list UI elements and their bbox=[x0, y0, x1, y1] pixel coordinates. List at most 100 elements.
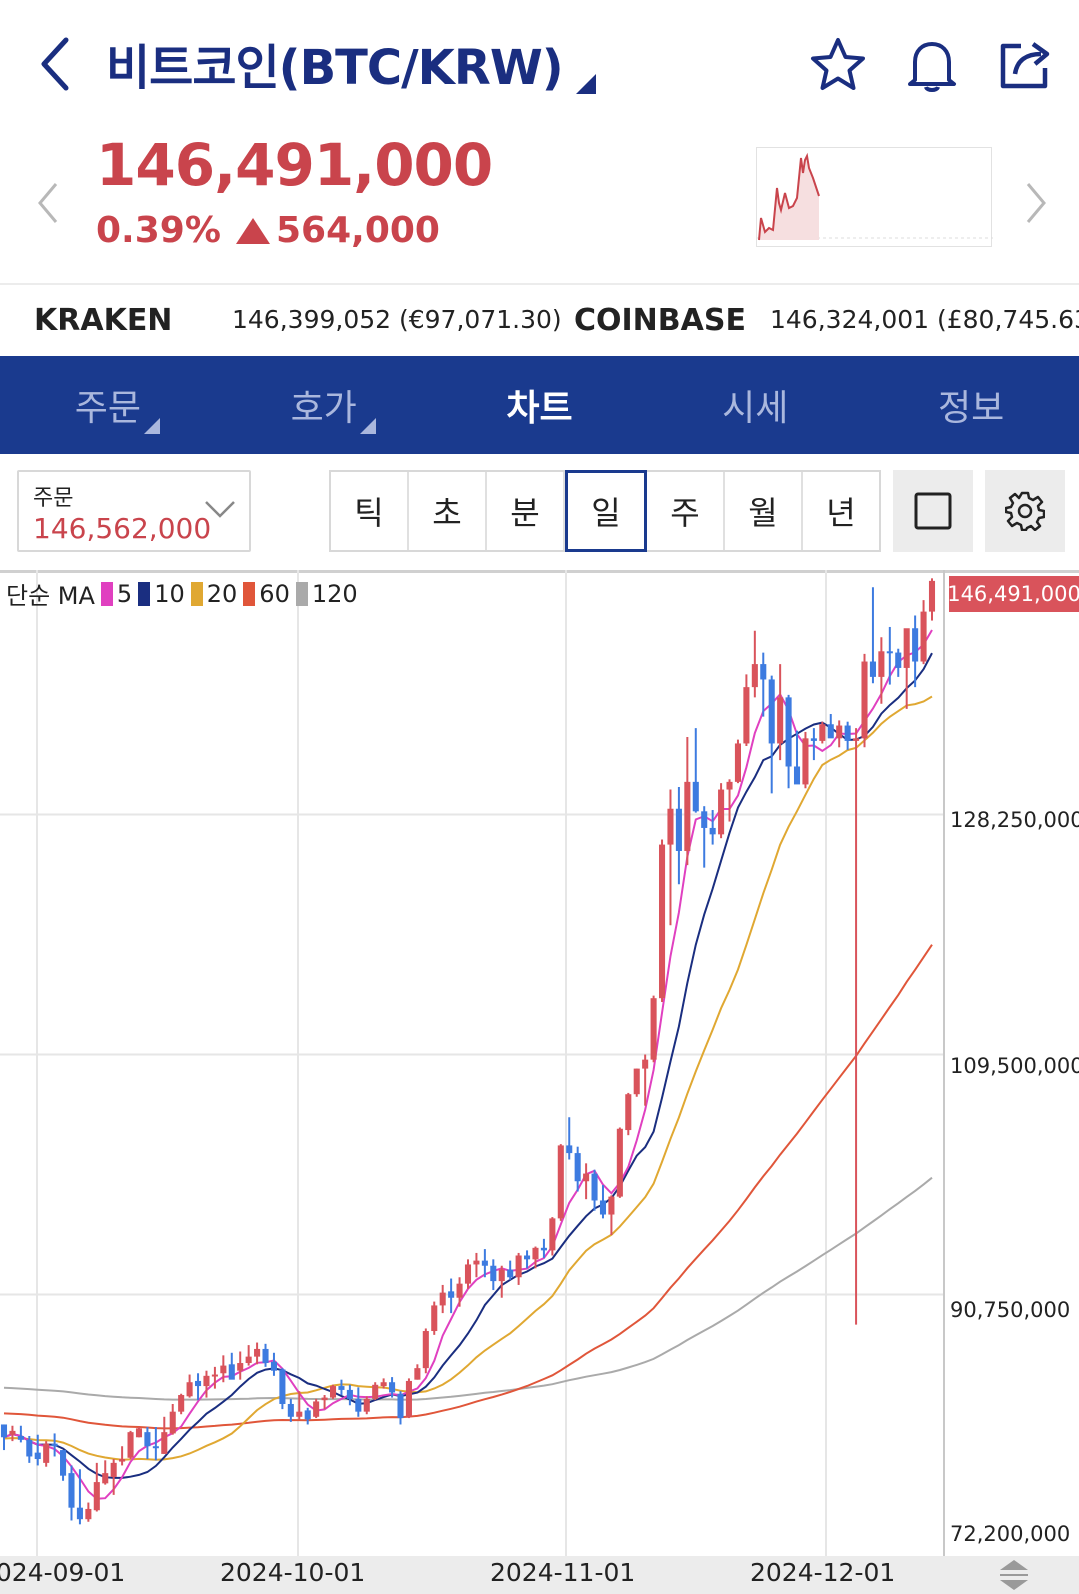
candle-body bbox=[464, 1264, 472, 1284]
candle-body bbox=[675, 808, 682, 851]
y-tick-label: 128,250,000 bbox=[950, 808, 1079, 832]
ma-period: 60 bbox=[259, 579, 290, 608]
candlestick-chart[interactable] bbox=[0, 570, 1079, 1594]
candle-body bbox=[85, 1508, 92, 1520]
candle-body bbox=[287, 1403, 294, 1417]
candle-body bbox=[60, 1450, 67, 1476]
period-selector: 틱 초 분 일 주 월 년 bbox=[329, 470, 881, 552]
candle-body bbox=[194, 1380, 202, 1387]
tab-chart[interactable]: 차트 bbox=[432, 356, 648, 454]
ma-legend-prefix: 단순 MA bbox=[6, 582, 95, 610]
y-tick-label: 109,500,000 bbox=[950, 1054, 1079, 1078]
candle-body bbox=[102, 1473, 109, 1484]
candle-body bbox=[363, 1398, 370, 1412]
period-month[interactable]: 월 bbox=[725, 472, 803, 550]
ma-period: 20 bbox=[206, 579, 238, 608]
x-tick-label: 2024-10-01 bbox=[220, 1558, 366, 1587]
candle-body bbox=[135, 1428, 143, 1438]
gear-icon bbox=[1005, 491, 1045, 531]
candle-body bbox=[507, 1269, 514, 1278]
candle-body bbox=[895, 652, 902, 668]
candle-body bbox=[296, 1411, 303, 1417]
candle-body bbox=[827, 724, 834, 739]
x-tick-label: 2024-11-01 bbox=[490, 1558, 636, 1587]
candle-body bbox=[237, 1363, 244, 1371]
candle-body bbox=[760, 664, 767, 680]
candle-body bbox=[650, 998, 657, 1060]
chevron-down-icon bbox=[205, 501, 235, 518]
settings-button[interactable] bbox=[985, 470, 1065, 552]
candle-body bbox=[338, 1386, 345, 1390]
period-year[interactable]: 년 bbox=[826, 494, 856, 532]
candle-body bbox=[211, 1374, 218, 1377]
candle-body bbox=[658, 844, 666, 999]
candle-body bbox=[591, 1173, 598, 1201]
title-dropdown-caret[interactable] bbox=[576, 74, 596, 94]
candle-body bbox=[9, 1430, 16, 1435]
candle-body bbox=[220, 1365, 227, 1374]
chart-resize-handle[interactable] bbox=[996, 1558, 1032, 1592]
y-tick-label: 72,200,000 bbox=[950, 1522, 1071, 1546]
candle-body bbox=[524, 1255, 531, 1260]
ma20-swatch bbox=[190, 581, 203, 606]
candle-body bbox=[928, 580, 936, 612]
x-tick-label: 2024-09-01 bbox=[0, 1558, 126, 1587]
favorite-button[interactable] bbox=[806, 33, 870, 97]
candle-body bbox=[329, 1386, 337, 1398]
fullscreen-button[interactable] bbox=[893, 470, 973, 552]
alert-button[interactable] bbox=[900, 33, 964, 97]
candle-body bbox=[599, 1200, 607, 1215]
ma60-line bbox=[3, 944, 933, 1430]
period-tick[interactable]: 틱 bbox=[331, 472, 409, 550]
candle-body bbox=[819, 724, 826, 741]
candle-body bbox=[633, 1068, 640, 1095]
candle-body bbox=[540, 1247, 547, 1251]
up-arrow-icon bbox=[236, 217, 270, 244]
tab-label: 정보 bbox=[937, 388, 1005, 429]
order-price-select[interactable]: 주문 146,562,000 bbox=[17, 470, 251, 552]
next-coin-button[interactable] bbox=[1016, 173, 1056, 233]
last-price-tag: 146,491,000 bbox=[947, 576, 1079, 612]
ma10-line bbox=[3, 652, 933, 1479]
candle-body bbox=[903, 628, 910, 668]
share-button[interactable] bbox=[994, 33, 1058, 97]
current-price: 146,491,000 bbox=[96, 131, 493, 199]
ma5-line bbox=[3, 629, 933, 1500]
back-icon bbox=[41, 37, 69, 91]
exchange-value: 146,399,052 (€97,071.30) bbox=[232, 305, 562, 334]
candle-body bbox=[642, 1059, 649, 1069]
candle-body bbox=[17, 1435, 24, 1440]
candle-body bbox=[127, 1432, 134, 1458]
tab-order[interactable]: 주문 bbox=[0, 356, 216, 454]
ma10-swatch bbox=[138, 581, 151, 606]
period-second[interactable]: 초 bbox=[409, 472, 487, 550]
period-minute[interactable]: 분 bbox=[487, 472, 565, 550]
candle-body bbox=[532, 1247, 539, 1260]
price-summary: 146,491,000 0.39% 564,000 bbox=[0, 125, 1079, 283]
candle-body bbox=[76, 1507, 83, 1520]
candle-body bbox=[380, 1382, 387, 1387]
candle-body bbox=[608, 1196, 615, 1215]
candle-body bbox=[405, 1380, 412, 1417]
back-button[interactable] bbox=[30, 32, 80, 96]
prev-coin-button[interactable] bbox=[28, 173, 68, 233]
change-percent: 0.39% bbox=[96, 210, 221, 251]
candle-body bbox=[625, 1094, 632, 1131]
ma-period: 5 bbox=[116, 579, 133, 608]
period-week[interactable]: 주 bbox=[647, 472, 725, 550]
candle-body bbox=[355, 1398, 362, 1412]
ma-legend: 단순 MA 5 10 20 60 120 bbox=[6, 576, 358, 611]
mini-sparkline[interactable] bbox=[756, 147, 993, 247]
exchange-name: COINBASE bbox=[574, 303, 746, 338]
change-amount: 564,000 bbox=[236, 210, 440, 251]
candle-body bbox=[853, 738, 860, 741]
candle-body bbox=[119, 1459, 126, 1462]
tab-bar: 주문 호가 차트 시세 정보 bbox=[0, 356, 1079, 454]
candle-body bbox=[203, 1375, 210, 1387]
tab-market[interactable]: 시세 bbox=[647, 356, 863, 454]
tab-info[interactable]: 정보 bbox=[863, 356, 1079, 454]
period-day[interactable]: 일 bbox=[565, 470, 647, 552]
candle-body bbox=[254, 1348, 261, 1357]
page-title[interactable]: 비트코인(BTC/KRW) bbox=[106, 40, 564, 96]
tab-orderbook[interactable]: 호가 bbox=[216, 356, 432, 454]
